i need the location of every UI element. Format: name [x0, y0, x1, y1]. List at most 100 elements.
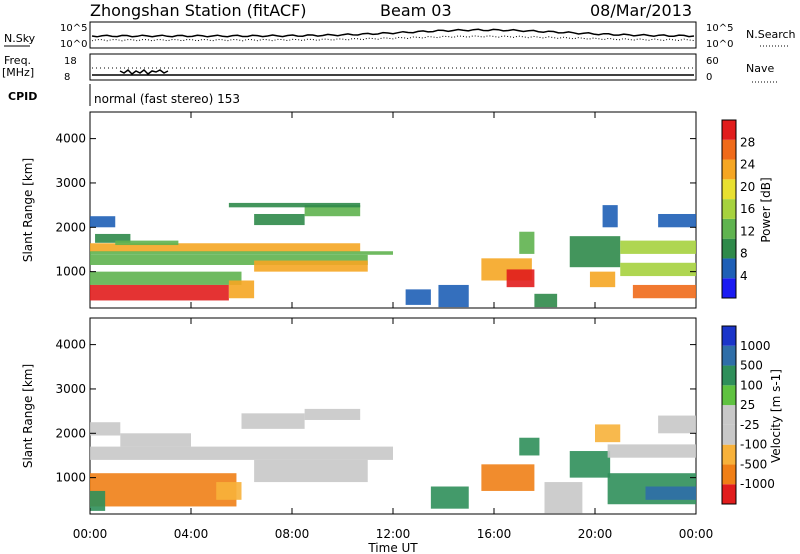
data-cell	[241, 413, 305, 429]
cpid-label: CPID	[8, 90, 37, 103]
power-y-ticks: 1000 2000 3000 4000	[55, 132, 696, 279]
data-cell	[569, 451, 611, 478]
colorbar-tick-label: 4	[740, 269, 748, 283]
data-cell	[304, 408, 361, 420]
data-cell	[506, 269, 535, 288]
colorbar-segment	[722, 120, 736, 140]
station-title: Zhongshan Station (fitACF)	[90, 1, 307, 20]
power-colorbar: 4 8 12 16 20 24 28	[721, 119, 755, 299]
data-cell	[645, 486, 696, 500]
power-y-axis-label: Slant Range [km]	[21, 158, 35, 262]
colorbar-segment	[722, 238, 736, 259]
colorbar-segment	[722, 385, 736, 406]
data-cell	[90, 216, 116, 228]
data-cell	[544, 482, 583, 514]
colorbar-tick-label: 24	[740, 158, 755, 172]
velocity-data-cells	[90, 408, 696, 514]
power-colorbar-label: Power [dB]	[759, 177, 773, 242]
nsearch-label: N.Search	[746, 28, 796, 41]
colorbar-tick-label: -100	[740, 438, 767, 452]
colorbar-tick-label: 25	[740, 398, 755, 412]
date-label: 08/Mar/2013	[590, 1, 692, 20]
data-cell	[120, 433, 191, 447]
data-cell	[216, 482, 242, 500]
x-tick-label: 00:00	[679, 527, 714, 541]
velocity-y-ticks: 1000 2000 3000 4000	[55, 338, 696, 485]
colorbar-segment	[722, 365, 736, 386]
data-cell	[602, 205, 618, 228]
data-cell	[620, 240, 696, 254]
colorbar-tick-label: 500	[740, 359, 763, 373]
colorbar-segment	[722, 139, 736, 160]
colorbar-segment	[722, 278, 736, 298]
data-cell	[228, 280, 255, 299]
colorbar-segment	[722, 326, 736, 346]
y-tick-label: 4000	[55, 338, 86, 352]
data-cell	[632, 284, 696, 299]
nsky-trace	[91, 28, 695, 38]
nsky-label: N.Sky	[4, 32, 36, 45]
beam-label: Beam 03	[380, 1, 452, 20]
colorbar-segment	[722, 218, 736, 239]
data-cell	[90, 271, 242, 285]
nave-bottom-tick: 0	[706, 72, 712, 83]
data-cell	[658, 415, 696, 434]
colorbar-segment	[722, 199, 736, 219]
x-axis-label: Time UT	[367, 541, 418, 554]
y-tick-label: 4000	[55, 132, 86, 146]
data-cell	[90, 284, 229, 301]
x-tick-label: 00:00	[73, 527, 108, 541]
colorbar-segment	[722, 424, 736, 445]
colorbar-tick-label: 16	[740, 202, 755, 216]
colorbar-segment	[722, 179, 736, 200]
data-cell	[589, 271, 616, 288]
y-tick-label: 2000	[55, 220, 86, 234]
y-tick-label: 2000	[55, 426, 86, 440]
colorbar-tick-label: -25	[740, 418, 760, 432]
colorbar-tick-label: 8	[740, 247, 748, 261]
velocity-colorbar-label: Velocity [m s-1]	[769, 369, 783, 463]
data-cell	[304, 205, 361, 217]
colorbar-segment	[722, 484, 736, 504]
data-cell	[95, 233, 131, 243]
x-tick-label: 12:00	[376, 527, 411, 541]
y-tick-label: 3000	[55, 382, 86, 396]
data-cell	[534, 293, 558, 308]
colorbar-segment	[722, 159, 736, 180]
data-cell	[569, 236, 621, 268]
colorbar-segment	[722, 405, 736, 425]
data-cell	[595, 424, 621, 443]
data-cell	[115, 240, 179, 246]
colorbar-segment	[722, 464, 736, 485]
data-cell	[607, 444, 696, 458]
x-tick-label: 04:00	[174, 527, 209, 541]
data-cell	[90, 251, 393, 255]
data-cell	[90, 243, 361, 252]
x-tick-label: 08:00	[275, 527, 310, 541]
data-cell	[519, 437, 540, 456]
colorbar-segment	[722, 444, 736, 465]
colorbar-segment	[722, 258, 736, 279]
nave-label: Nave	[746, 62, 774, 75]
colorbar-frame	[721, 325, 737, 505]
nave-dropout-marks	[119, 69, 169, 75]
nsearch-trace	[91, 35, 695, 42]
data-cell	[519, 231, 535, 254]
data-cell	[90, 490, 106, 511]
data-cell	[405, 289, 431, 305]
y-tick-label: 3000	[55, 176, 86, 190]
nsky-log-top: 10^5	[60, 23, 87, 34]
colorbar-tick-label: 12	[740, 224, 755, 238]
nsky-panel-frame	[89, 21, 697, 49]
data-cell	[90, 422, 121, 436]
data-cell	[254, 459, 368, 483]
colorbar-tick-label: 20	[740, 180, 755, 194]
colorbar-segment	[722, 345, 736, 366]
nsky-log-bottom: 10^0	[60, 39, 87, 50]
data-cell	[481, 464, 535, 491]
nsearch-log-top: 10^5	[706, 23, 733, 34]
freq-bottom-tick: 8	[64, 72, 70, 83]
freq-unit: [MHz]	[2, 66, 34, 79]
power-data-cells	[90, 202, 696, 308]
data-cell	[658, 213, 696, 228]
